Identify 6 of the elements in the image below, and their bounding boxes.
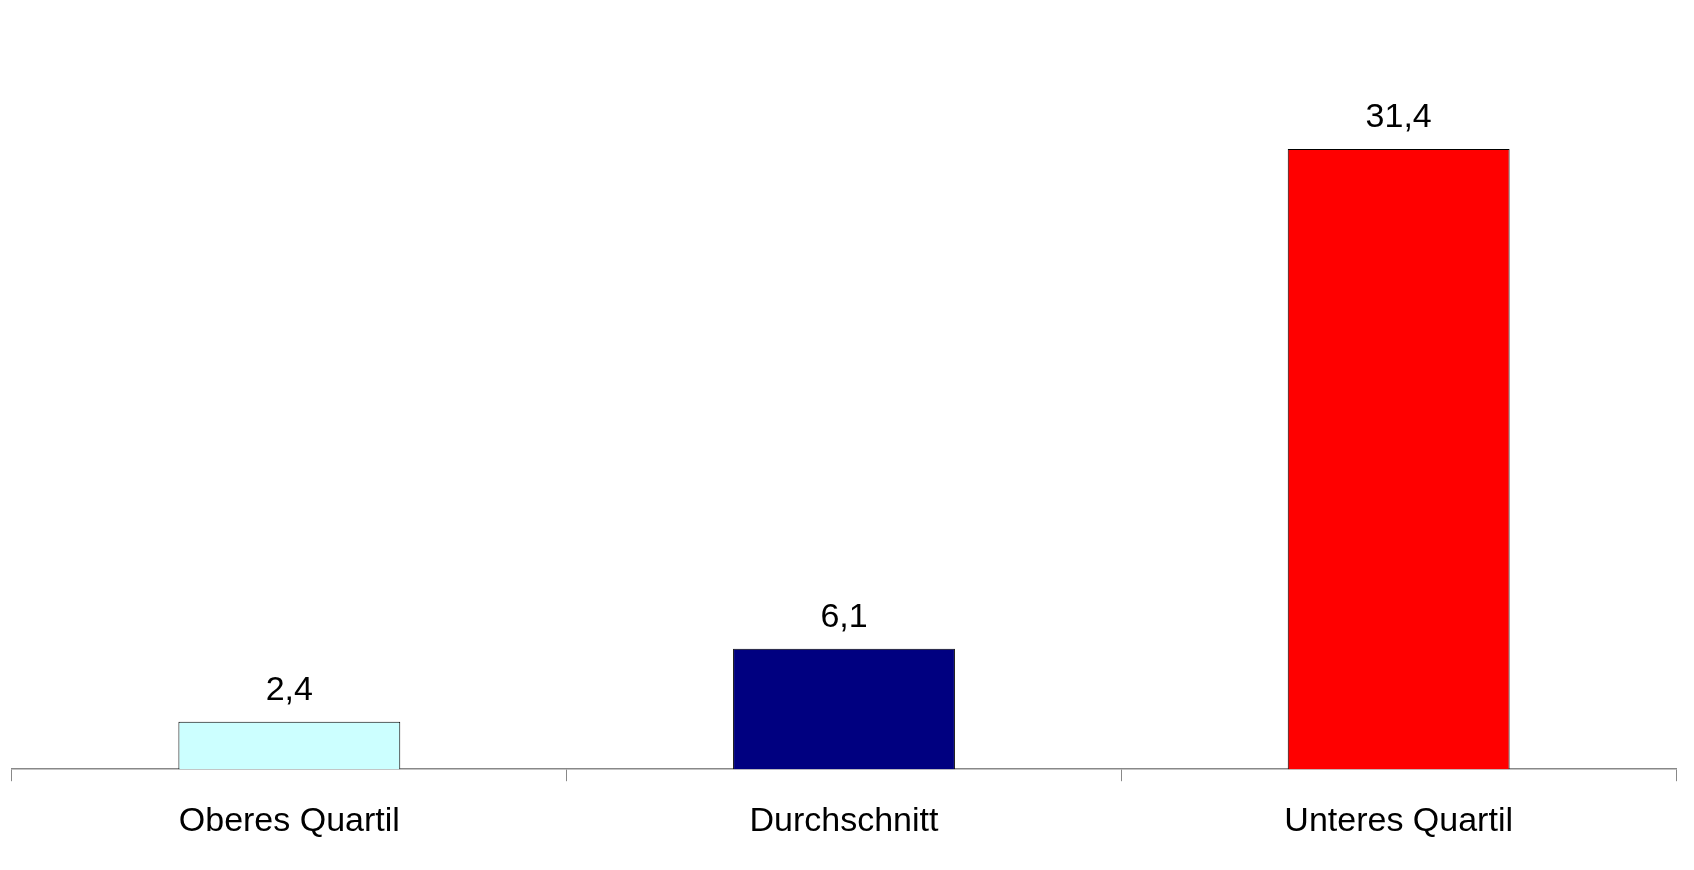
x-tick-label: Unteres Quartil bbox=[1284, 799, 1513, 838]
x-tick-label: Durchschnitt bbox=[749, 799, 940, 838]
data-label: 31,4 bbox=[1365, 96, 1432, 135]
x-tick-label: Oberes Quartil bbox=[178, 799, 400, 838]
data-label: 6,1 bbox=[820, 596, 868, 635]
data-label: 2,4 bbox=[265, 669, 313, 708]
